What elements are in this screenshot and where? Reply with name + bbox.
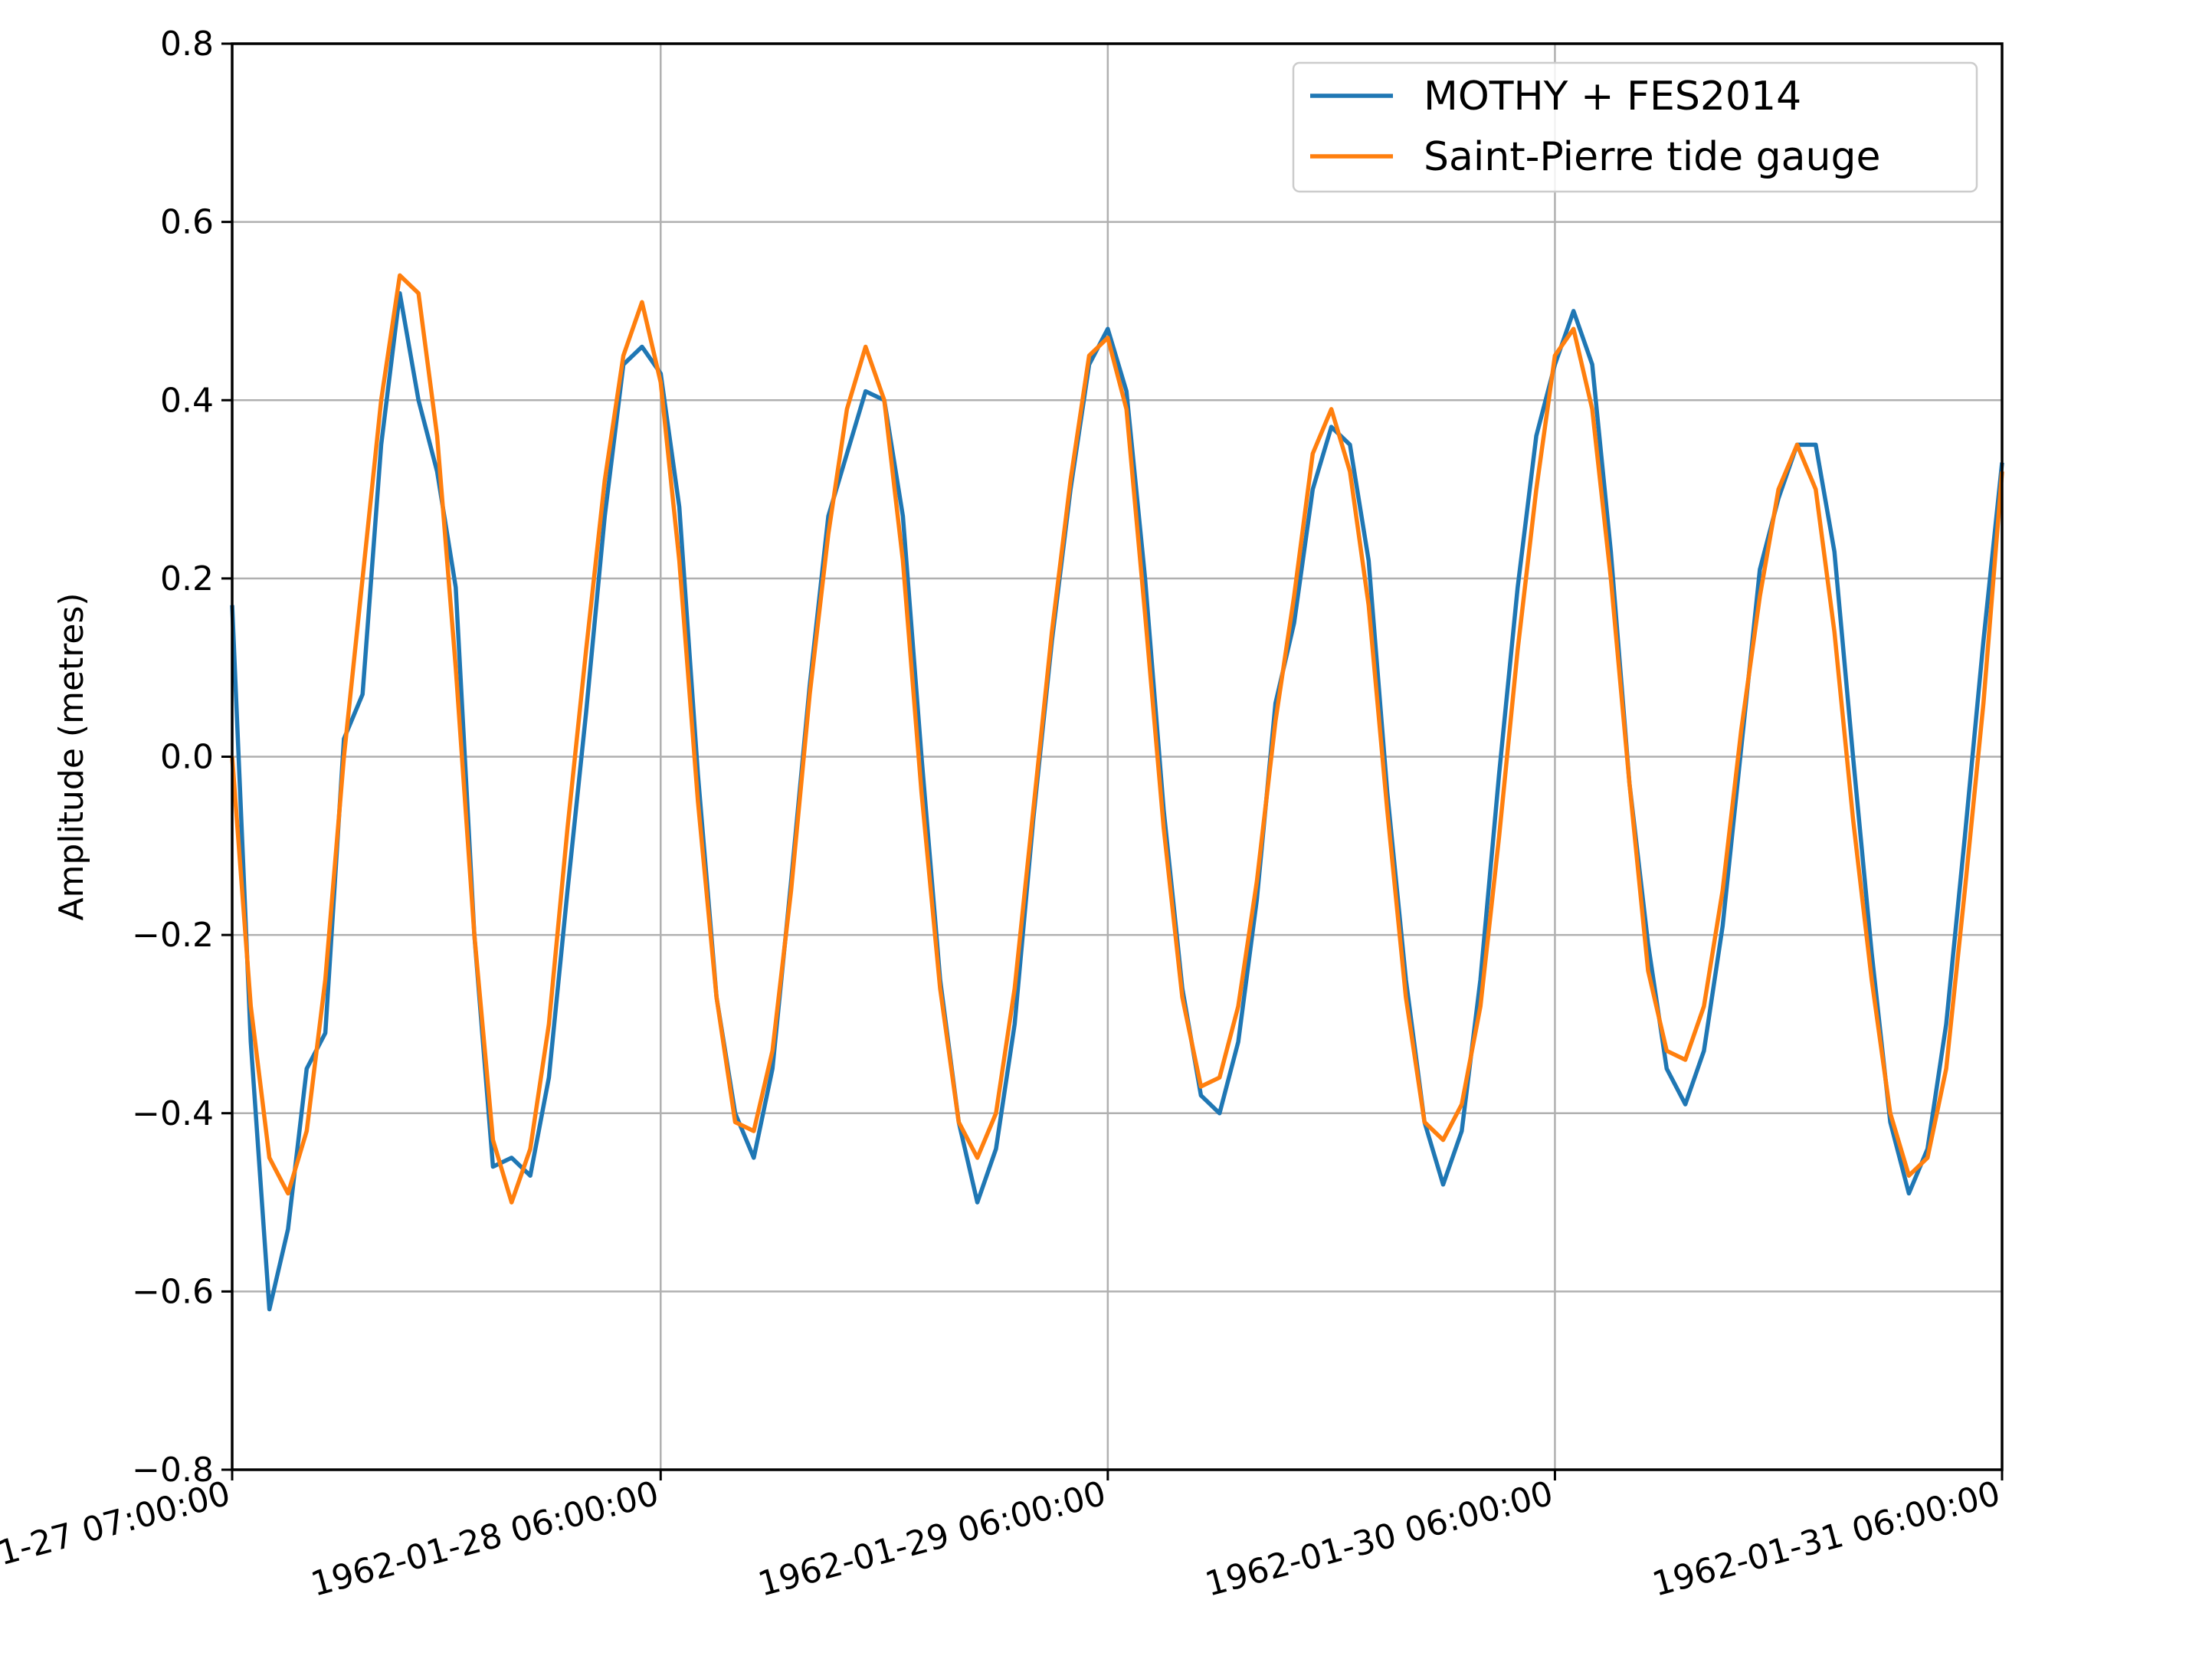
y-tick-label: 0.6: [160, 203, 214, 242]
series-line-mothy: [230, 290, 2004, 1312]
series-line-tide-gauge: [230, 273, 2004, 1205]
legend-entry-tide-gauge: Saint-Pierre tide gauge: [1424, 134, 1881, 180]
y-tick-label: 0.4: [160, 381, 214, 420]
y-tick-label: −0.4: [132, 1094, 214, 1133]
y-tick-label: −0.8: [132, 1451, 214, 1490]
y-tick-label: −0.2: [132, 916, 214, 955]
x-tick-label: 1962-01-27 07:00:00: [0, 1474, 234, 1604]
x-tick-label: 1962-01-29 06:00:00: [754, 1474, 1110, 1604]
x-tick-label: 1962-01-30 06:00:00: [1201, 1474, 1558, 1604]
y-axis-label: Amplitude (metres): [52, 592, 91, 920]
x-tick-label: 1962-01-31 06:00:00: [1648, 1474, 2004, 1604]
y-tick-label: 0.8: [160, 25, 214, 64]
y-tick-label: 0.2: [160, 559, 214, 598]
legend-box: [1292, 61, 1978, 193]
y-tick-label: −0.6: [132, 1272, 214, 1311]
x-axis: 1962-01-27 07:00:00 1962-01-28 06:00:00 19…: [0, 1470, 2004, 1605]
x-tick-label: 1962-01-28 06:00:00: [307, 1474, 664, 1604]
y-axis: −0.8 −0.6 −0.4 −0.2 0.0 0.2 0.4 0.6 0.8: [132, 25, 232, 1490]
series-lines: [230, 273, 2004, 1312]
legend: MOTHY + FES2014 Saint-Pierre tide gauge: [1292, 61, 1978, 193]
y-tick-label: 0.0: [160, 738, 214, 777]
legend-entry-mothy: MOTHY + FES2014: [1424, 74, 1801, 120]
